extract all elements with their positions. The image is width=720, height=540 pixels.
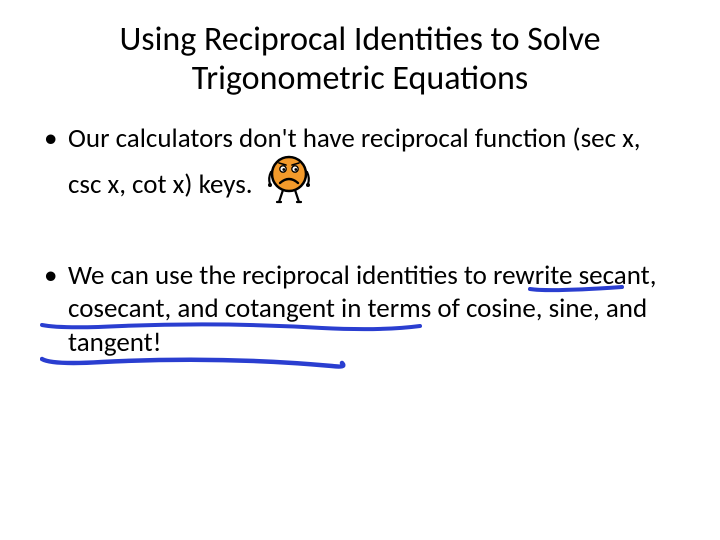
bullet-2-pre: We can use the reciprocal identities to xyxy=(68,259,493,292)
bullet-1: Our calculators don't have reciprocal fu… xyxy=(40,122,680,217)
sad-face-icon xyxy=(265,152,315,213)
bullet-list: Our calculators don't have reciprocal fu… xyxy=(40,122,680,360)
bullet-2-mid2: in terms of xyxy=(335,292,466,325)
slide-title: Using Reciprocal Identities to Solve Tri… xyxy=(40,20,680,98)
bullet-2: We can use the reciprocal identities to … xyxy=(40,259,680,360)
bullet-1-text: Our calculators don't have reciprocal fu… xyxy=(68,122,641,201)
bullet-2-u1: rewrite xyxy=(493,259,572,292)
